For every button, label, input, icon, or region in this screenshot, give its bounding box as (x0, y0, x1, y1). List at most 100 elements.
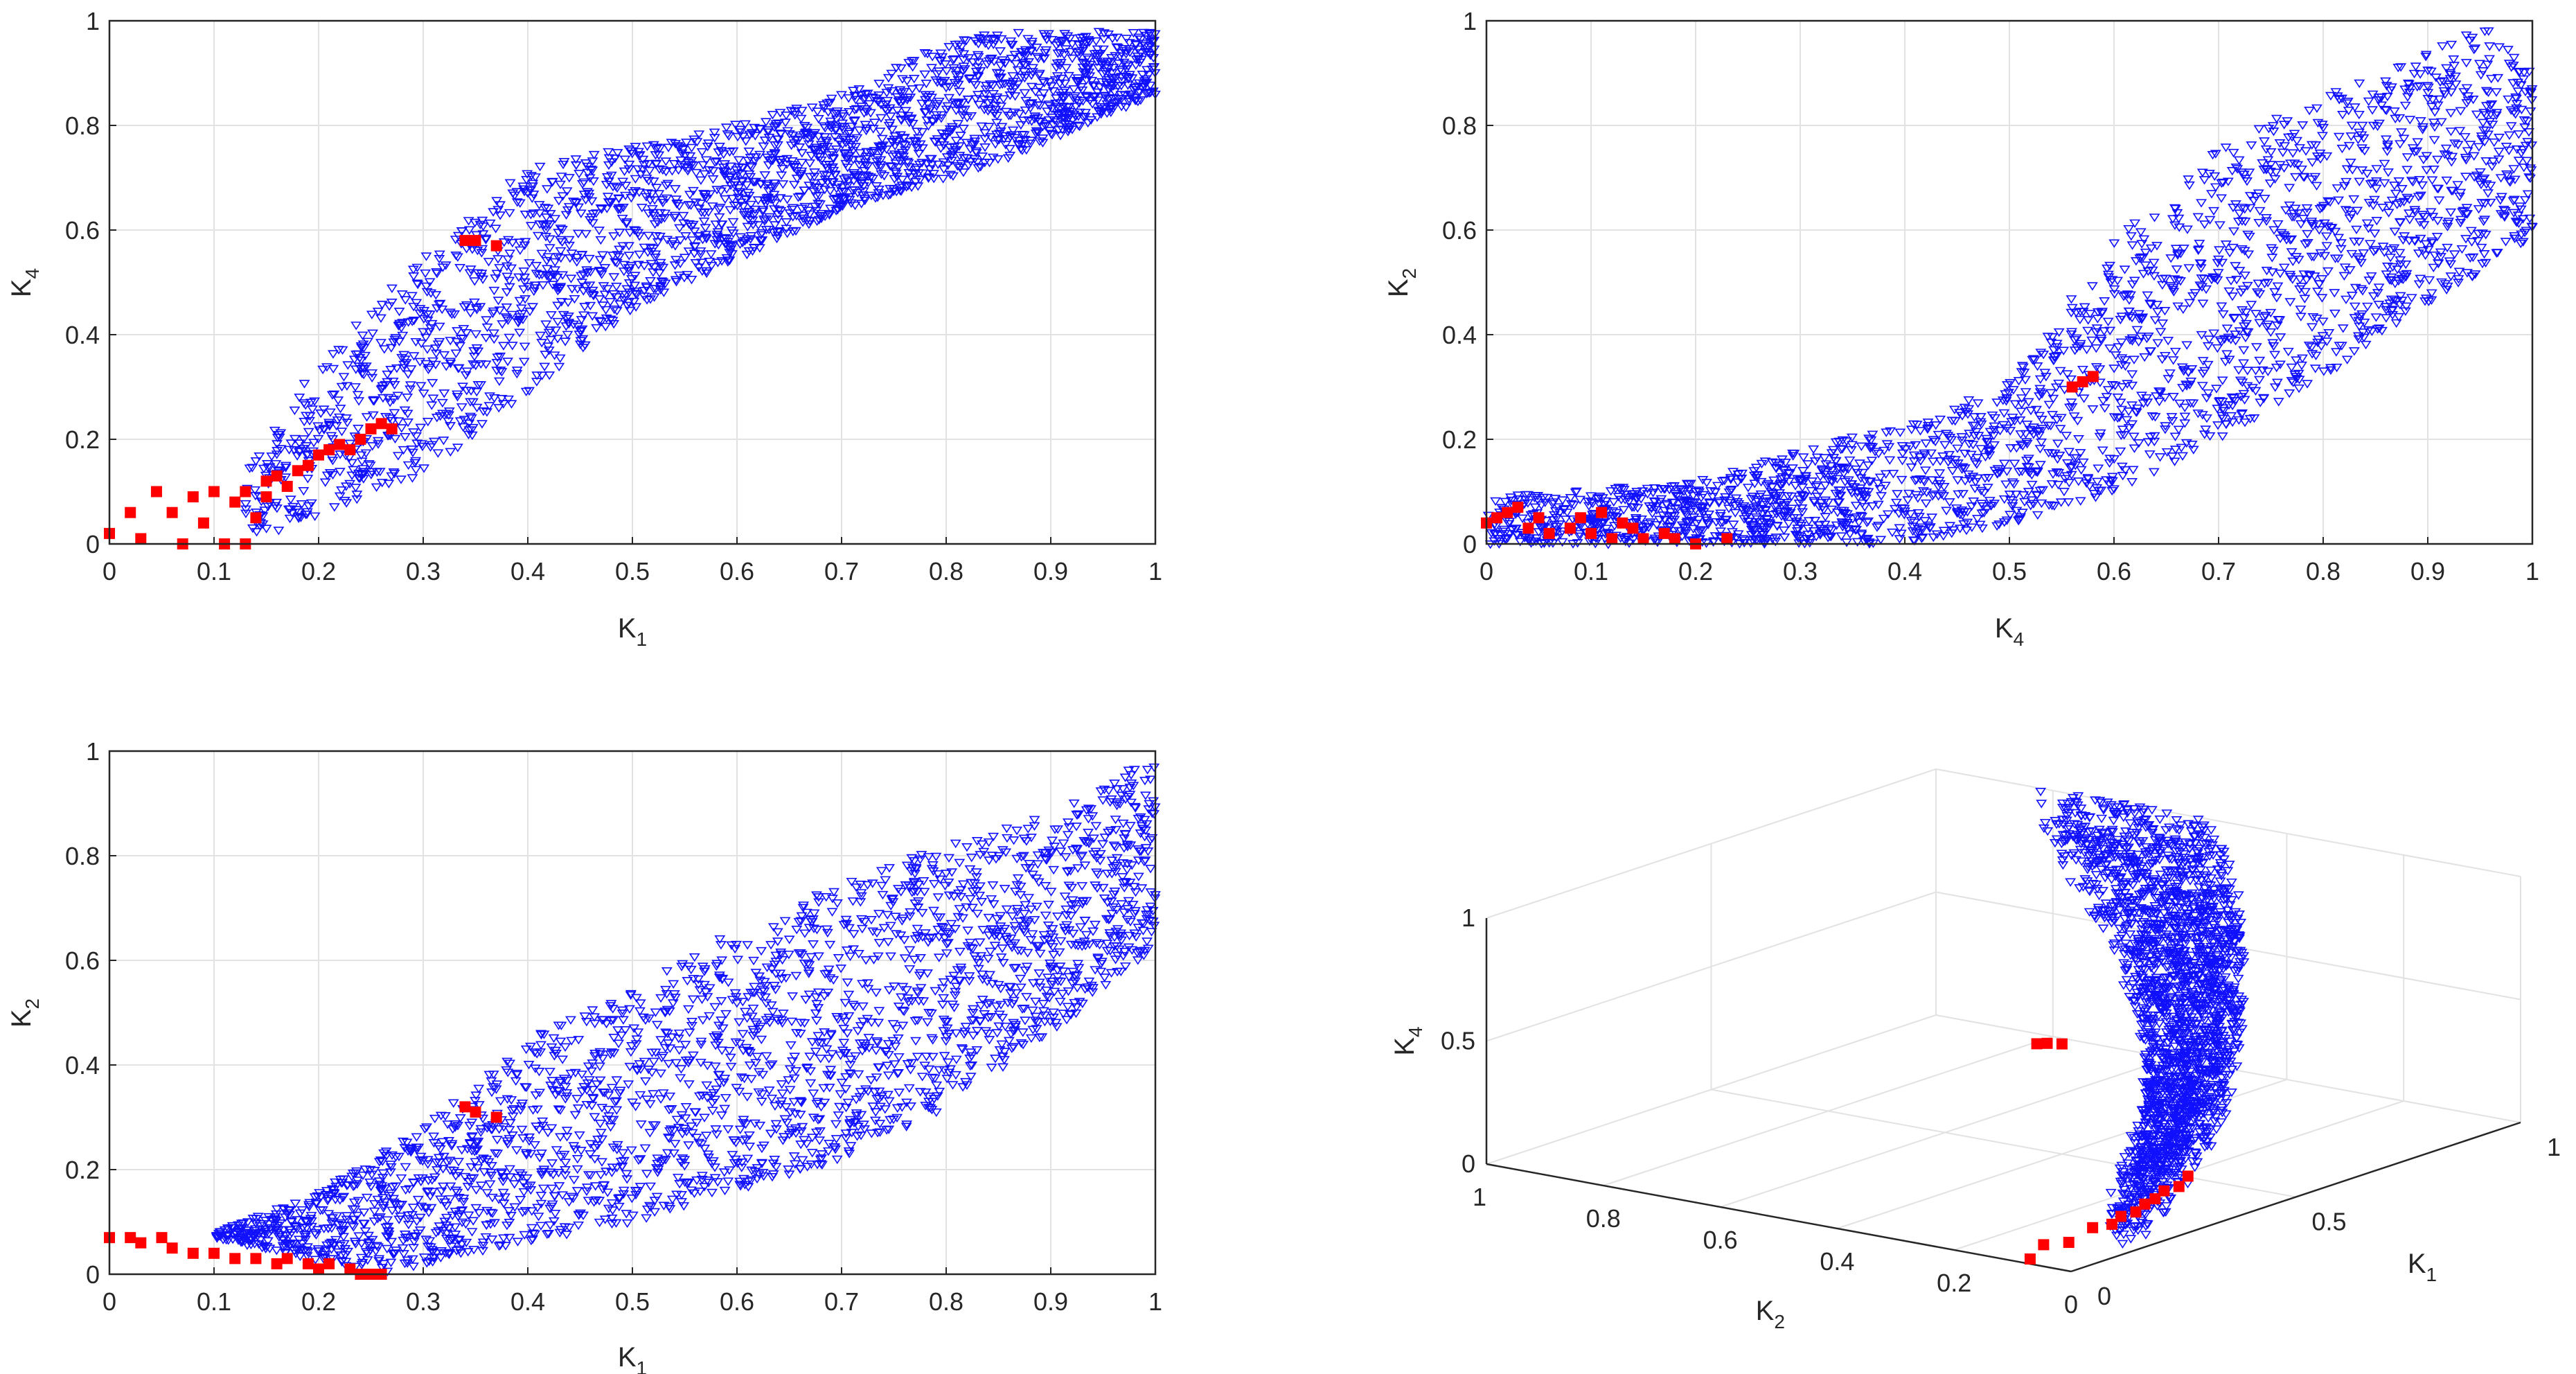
dominated-point (858, 95, 869, 105)
dominated-point (484, 392, 496, 401)
dominated-point (2157, 319, 2169, 328)
dominated-point (558, 158, 570, 167)
dominated-point (514, 246, 526, 256)
dominated-point (299, 417, 310, 427)
dominated-point (629, 272, 641, 281)
dominated-point (896, 75, 908, 84)
dominated-point (2455, 107, 2467, 116)
dominated-point (596, 270, 607, 279)
dominated-point (889, 167, 901, 177)
dominated-point (722, 256, 734, 265)
dominated-point (916, 99, 928, 109)
dominated-point (689, 135, 700, 144)
dominated-point (851, 134, 863, 143)
dominated-point (427, 379, 438, 388)
dominated-point (889, 135, 900, 145)
dominated-point (950, 146, 961, 155)
dominated-point (2125, 232, 2137, 241)
dominated-point (760, 200, 772, 209)
dominated-point (810, 192, 822, 201)
dominated-point (1031, 44, 1042, 53)
dominated-point (919, 70, 931, 80)
dominated-point (305, 499, 317, 509)
dominated-point (542, 253, 554, 262)
dominated-point (774, 156, 785, 165)
dominated-point (275, 429, 287, 438)
dominated-point (2246, 301, 2257, 310)
dominated-point (2217, 376, 2228, 385)
dominated-point (1041, 107, 1053, 116)
dominated-point (528, 209, 540, 218)
dominated-point (648, 177, 659, 186)
dominated-point (432, 449, 444, 458)
dominated-point (763, 133, 775, 143)
dominated-point (1920, 499, 1932, 509)
dominated-point (873, 189, 885, 198)
dominated-point (886, 137, 898, 147)
dominated-point (468, 298, 480, 308)
dominated-point (480, 234, 492, 243)
dominated-point (421, 310, 433, 319)
dominated-point (1820, 513, 1831, 522)
dominated-point (833, 137, 845, 146)
dominated-point (627, 188, 639, 198)
dominated-point (1803, 517, 1815, 526)
dominated-point (768, 191, 780, 200)
dominated-point (415, 382, 427, 391)
dominated-point (445, 360, 456, 369)
dominated-point (781, 160, 792, 170)
dominated-point (720, 123, 732, 132)
dominated-point (699, 170, 711, 179)
dominated-point (402, 370, 414, 379)
dominated-point (1039, 49, 1051, 58)
dominated-point (1972, 399, 1984, 408)
dominated-point (566, 249, 578, 258)
dominated-point (623, 165, 635, 174)
dominated-point (502, 236, 514, 245)
dominated-point (1116, 77, 1128, 86)
dominated-point (713, 213, 725, 222)
dominated-point (2482, 60, 2494, 69)
dominated-point (731, 202, 743, 211)
dominated-point (840, 139, 852, 148)
dominated-point (438, 437, 450, 446)
dominated-point (1020, 51, 1031, 60)
dominated-point (1013, 109, 1025, 119)
dominated-point (734, 128, 746, 137)
dominated-point (418, 315, 429, 324)
dominated-point (657, 263, 669, 273)
dominated-point (597, 251, 609, 260)
dominated-point (713, 148, 725, 157)
dominated-point (865, 173, 877, 182)
dominated-point (875, 161, 887, 170)
dominated-point (488, 286, 500, 296)
dominated-point (1135, 55, 1147, 65)
dominated-point (2353, 110, 2365, 120)
dominated-point (2340, 295, 2352, 305)
dominated-point (402, 409, 414, 419)
dominated-point (740, 137, 752, 146)
dominated-point (699, 193, 711, 202)
dominated-point (700, 267, 712, 276)
dominated-point (961, 114, 973, 123)
dominated-point (467, 423, 479, 433)
dominated-point (280, 461, 292, 471)
pareto-point (187, 491, 199, 503)
dominated-point (577, 335, 589, 344)
dominated-point (2138, 235, 2150, 244)
dominated-point (1099, 29, 1110, 38)
dominated-point (655, 258, 666, 268)
dominated-point (285, 439, 297, 448)
dominated-point (669, 185, 681, 194)
dominated-point (979, 95, 991, 105)
dominated-point (742, 188, 754, 197)
dominated-point (968, 78, 980, 87)
dominated-point (386, 298, 398, 308)
dominated-point (905, 116, 916, 125)
dominated-point (1083, 38, 1095, 47)
x-tick-label: 0.4 (1887, 557, 1922, 585)
dominated-point (630, 175, 641, 184)
dominated-point (293, 508, 305, 518)
dominated-point (617, 177, 629, 186)
dominated-point (1112, 98, 1123, 107)
